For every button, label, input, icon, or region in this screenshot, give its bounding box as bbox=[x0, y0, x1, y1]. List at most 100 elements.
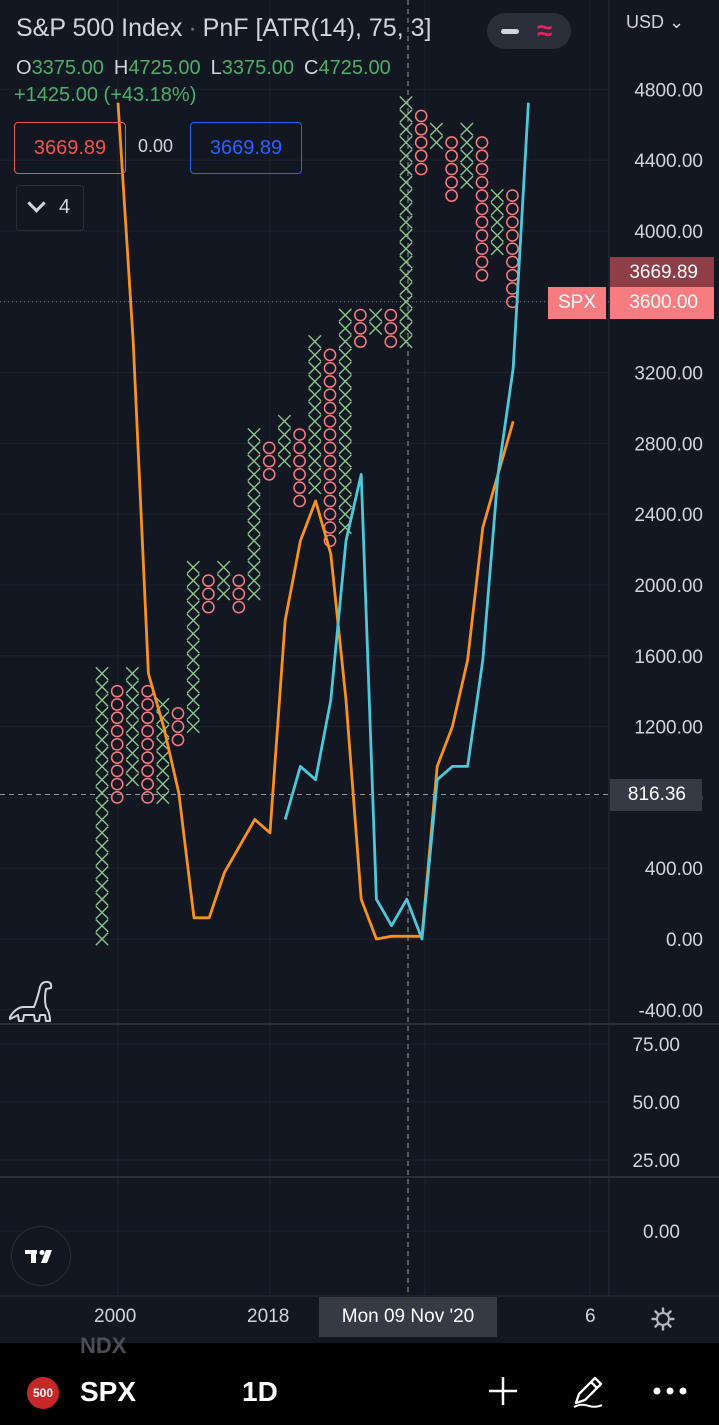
pnf-x-column bbox=[125, 666, 140, 787]
pnf-x-box bbox=[247, 520, 261, 535]
pnf-o-box bbox=[141, 724, 154, 738]
close-label: C bbox=[304, 57, 319, 79]
chart-type-spec[interactable]: PnF [ATR(14), 75, 3] bbox=[202, 14, 432, 42]
sub-tick-label: 25.00 bbox=[632, 1151, 680, 1172]
drawing-pen-icon[interactable] bbox=[569, 1372, 607, 1410]
symbol-search-button[interactable]: SPX bbox=[80, 1376, 137, 1407]
sub-pane-axis[interactable]: 75.00 50.00 25.00 0.00 bbox=[632, 1035, 680, 1243]
pnf-x-box bbox=[216, 587, 231, 601]
pnf-x-column bbox=[308, 334, 322, 495]
more-icon[interactable] bbox=[652, 1383, 688, 1399]
pnf-x-box bbox=[125, 666, 140, 681]
wave-icon[interactable]: ≈ bbox=[537, 15, 553, 46]
pnf-x-box bbox=[399, 321, 413, 336]
pnf-o-box bbox=[110, 764, 124, 778]
open-label: O bbox=[16, 57, 32, 79]
pnf-x-column bbox=[95, 666, 109, 946]
pnf-x-box bbox=[338, 441, 352, 455]
price-tick-label: 4000.00 bbox=[634, 222, 703, 243]
pnf-o-column bbox=[354, 308, 367, 348]
pnf-x-box bbox=[338, 321, 352, 336]
grid-lines bbox=[0, 0, 719, 1297]
pnf-x-box bbox=[95, 905, 109, 920]
bottom-toolbar bbox=[0, 1343, 719, 1425]
minus-icon[interactable] bbox=[501, 29, 519, 34]
chevron-down-icon bbox=[27, 194, 46, 213]
pnf-x-box bbox=[399, 295, 413, 309]
pnf-x-box bbox=[338, 361, 352, 375]
pnf-o-box bbox=[506, 215, 519, 229]
price-tick-label: 1600.00 bbox=[634, 647, 703, 668]
interval-button[interactable]: 1D bbox=[242, 1376, 278, 1407]
pnf-x-box bbox=[247, 454, 261, 468]
buy-button[interactable]: 3669.89 bbox=[190, 122, 302, 174]
high-label: H bbox=[113, 57, 129, 79]
pnf-x-box bbox=[95, 799, 109, 813]
indicators-collapse-button[interactable]: 4 bbox=[16, 185, 84, 231]
pnf-x-box bbox=[186, 600, 200, 614]
pnf-o-box bbox=[323, 348, 337, 362]
pnf-o-box bbox=[506, 229, 519, 242]
pnf-x-box bbox=[95, 892, 109, 906]
pnf-x-box bbox=[186, 706, 200, 721]
pnf-o-box bbox=[262, 441, 276, 455]
pnf-x-column bbox=[216, 560, 231, 601]
pnf-x-box bbox=[399, 242, 413, 256]
pnf-o-box bbox=[445, 175, 458, 189]
pnf-o-column bbox=[232, 574, 246, 614]
pnf-o-column bbox=[475, 136, 489, 282]
price-axis[interactable]: 4800.004400.004000.003600.003200.002800.… bbox=[634, 80, 703, 1021]
pnf-o-box bbox=[141, 711, 154, 725]
pnf-x-box bbox=[308, 388, 322, 402]
pnf-o-box bbox=[262, 454, 276, 468]
pnf-o-box bbox=[384, 308, 398, 322]
currency-selector[interactable]: USD ⌄ bbox=[626, 12, 684, 33]
sub-tick-label: 50.00 bbox=[632, 1093, 680, 1114]
symbol-logo-badge[interactable]: 500 bbox=[27, 1377, 59, 1409]
indicator-toggle-group[interactable]: ≈ bbox=[487, 13, 571, 49]
pnf-x-box bbox=[460, 162, 474, 176]
price-tick-label: 2400.00 bbox=[634, 505, 703, 526]
pnf-o-box bbox=[110, 777, 124, 791]
pnf-x-box bbox=[95, 773, 109, 787]
pnf-o-box bbox=[506, 268, 519, 282]
pnf-o-box bbox=[475, 255, 489, 269]
chart-title[interactable]: S&P 500 Index · PnF [ATR(14), 75, 3] bbox=[16, 14, 431, 43]
pnf-o-box bbox=[202, 587, 215, 601]
pnf-x-box bbox=[338, 507, 352, 521]
pnf-x-box bbox=[95, 706, 109, 721]
pnf-x-box bbox=[216, 573, 231, 588]
pnf-o-box bbox=[293, 428, 306, 441]
pnf-o-box bbox=[171, 706, 185, 720]
tradingview-logo[interactable] bbox=[11, 1226, 71, 1286]
pnf-x-box bbox=[399, 149, 413, 163]
sell-button[interactable]: 3669.89 bbox=[14, 122, 126, 174]
pnf-x-box bbox=[95, 919, 109, 933]
pnf-o-column bbox=[141, 684, 154, 804]
sub-tick-label: 75.00 bbox=[632, 1035, 680, 1056]
pnf-x-box bbox=[95, 879, 109, 893]
price-tick-label: 3200.00 bbox=[634, 364, 703, 385]
symbol-name[interactable]: S&P 500 Index bbox=[16, 14, 183, 42]
currency-label: USD bbox=[626, 12, 665, 32]
last-price-label: 3600.00 bbox=[610, 287, 714, 319]
pnf-o-box bbox=[414, 122, 428, 136]
pnf-x-box bbox=[308, 334, 322, 349]
pnf-o-column bbox=[414, 109, 428, 176]
pnf-x-box bbox=[186, 680, 200, 694]
gear-icon[interactable] bbox=[651, 1307, 675, 1331]
pnf-o-box bbox=[141, 777, 154, 791]
pnf-x-box bbox=[186, 587, 200, 601]
pnf-x-box bbox=[125, 706, 140, 721]
pnf-x-box bbox=[399, 334, 413, 349]
plus-icon[interactable] bbox=[486, 1374, 520, 1408]
pnf-x-box bbox=[95, 812, 109, 827]
pnf-x-box bbox=[368, 308, 383, 322]
pnf-o-box bbox=[506, 242, 519, 256]
pnf-x-box bbox=[95, 719, 109, 734]
pnf-o-box bbox=[323, 481, 337, 494]
time-label: 2000 bbox=[94, 1306, 137, 1327]
pnf-o-box bbox=[323, 521, 337, 534]
pnf-o-box bbox=[323, 428, 337, 441]
